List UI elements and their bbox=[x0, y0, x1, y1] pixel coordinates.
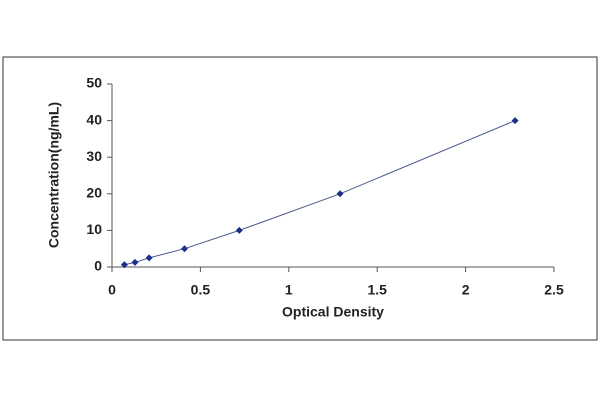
point bbox=[120, 261, 128, 269]
x-axis-label: Optical Density bbox=[282, 304, 384, 320]
y-axis-label: Concentration(ng/mL) bbox=[46, 102, 62, 248]
y-tick-label: 50 bbox=[86, 75, 102, 91]
y-tick-label: 40 bbox=[86, 111, 102, 127]
y-tick-label: 10 bbox=[86, 221, 102, 237]
x-tick-label: 1 bbox=[285, 282, 293, 298]
point bbox=[180, 245, 188, 253]
y-tick-label: 20 bbox=[86, 185, 102, 201]
x-tick-label: 0.5 bbox=[191, 282, 211, 298]
point bbox=[235, 226, 243, 234]
chart-border bbox=[2, 56, 598, 341]
x-tick-label: 2.5 bbox=[544, 282, 564, 298]
fit-line bbox=[124, 120, 516, 266]
point bbox=[336, 190, 344, 198]
y-tick-label: 30 bbox=[86, 148, 102, 164]
x-tick-label: 1.5 bbox=[367, 282, 387, 298]
y-tick-label: 0 bbox=[94, 258, 102, 274]
x-tick-label: 0 bbox=[108, 282, 116, 298]
point bbox=[145, 254, 153, 262]
point bbox=[131, 258, 139, 266]
point bbox=[511, 117, 519, 125]
x-tick-label: 2 bbox=[462, 282, 470, 298]
